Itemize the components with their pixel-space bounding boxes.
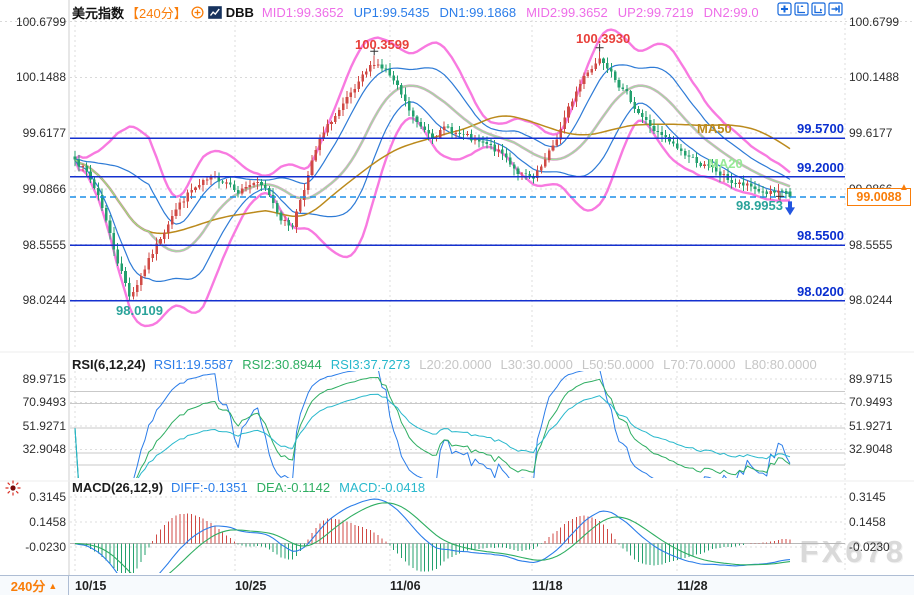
rsi-axis-tick-right: 51.9271 [849, 418, 893, 433]
date-tick-label: 11/06 [390, 579, 421, 593]
macd-title: MACD(26,12,9) [72, 480, 164, 495]
indicator-name: DBB [225, 5, 254, 20]
bollinger-readout: MID2:99.3652 [526, 5, 608, 20]
rsi-axis-tick-right: 70.9493 [849, 395, 893, 410]
move-crosshair-icon[interactable] [777, 2, 792, 16]
price-axis-tick-left: 99.0866 [22, 181, 66, 196]
bottom-bar: 240分 ▲ 10/15 10/25 11/06 11/18 11/28 [0, 575, 914, 595]
bollinger-readout: UP2:99.7219 [617, 5, 694, 20]
macd-axis-tick-left: 0.3145 [29, 490, 66, 504]
level-line-label: 98.5500 [797, 228, 844, 244]
rsi-axis-tick-right: 32.9048 [849, 442, 893, 457]
macd-axis-tick-right: 0.3145 [849, 490, 886, 504]
price-axis-tick-right: 100.6799 [849, 14, 900, 29]
chart-annotation: 100.3599 [355, 37, 410, 52]
rsi-readout: L20:20.0000 [419, 357, 492, 372]
red-sun-icon[interactable] [4, 479, 22, 497]
add-indicator-icon[interactable] [191, 6, 204, 19]
rsi-readout: RSI2:30.8944 [242, 357, 322, 372]
rsi-readouts: RSI1:19.5587 RSI2:30.8944 RSI3:37.7273 L20:… [154, 357, 826, 372]
rsi-readout: L50:50.0000 [581, 357, 655, 372]
timeframe-up-arrow-icon: ▲ [48, 580, 58, 591]
price-axis-tick-left: 99.6177 [22, 126, 66, 141]
pan-to-latest-icon[interactable] [828, 2, 843, 16]
chart-annotation: 100.3930 [576, 31, 631, 46]
timeframe-selector[interactable]: 240分 ▲ [0, 576, 69, 595]
rsi-header: RSI(6,12,24) RSI1:19.5587 RSI2:30.8944 RSI… [72, 357, 826, 372]
price-axis-tick-right: 98.0244 [849, 293, 893, 308]
timeframe-selector-label: 240分 [10, 579, 46, 594]
chart-annotation: 98.9953 [736, 198, 783, 213]
date-tick-label: 10/25 [235, 579, 267, 593]
rsi-readout: RSI3:37.7273 [330, 357, 411, 372]
price-axis-tick-right: 98.5555 [849, 237, 893, 252]
chart-annotation: 98.0109 [116, 303, 163, 318]
level-line-label: 98.0200 [797, 283, 844, 299]
level-line-label: 99.2000 [797, 159, 844, 175]
bollinger-readout: UP1:99.5435 [353, 5, 430, 20]
chart-annotation: MA20 [708, 156, 743, 171]
macd-readout: MACD:-0.0418 [339, 480, 426, 495]
level-line-label: 99.5700 [797, 121, 844, 137]
macd-axis-tick-right: -0.0230 [849, 539, 890, 554]
rsi-readout: L70:70.0000 [663, 357, 736, 372]
chart-type-icon[interactable] [207, 6, 222, 19]
chart-toolbar [777, 2, 843, 16]
rsi-axis-tick-left: 70.9493 [22, 395, 66, 410]
price-up-arrow-icon: ▲ [899, 181, 909, 193]
price-axis-tick-right: 99.6177 [849, 126, 893, 141]
rsi-readout: L80:80.0000 [744, 357, 817, 372]
date-tick-label: 11/18 [532, 579, 563, 593]
rsi-readout: RSI1:19.5587 [153, 357, 234, 372]
price-axis-tick-left: 100.1488 [15, 70, 66, 85]
bollinger-readout: DN2:99.0 [703, 5, 759, 20]
indicator-readouts: MID1:99.3652 UP1:99.5435 DN1:99.1868 MID2:9… [262, 5, 769, 20]
rsi-axis-tick-left: 32.9048 [22, 442, 66, 457]
last-price-tag: 99.0088 [847, 187, 911, 206]
timeframe-label: 【240分】 [126, 6, 187, 21]
rsi-title: RSI(6,12,24) [72, 357, 146, 372]
date-tick-label: 10/15 [75, 579, 107, 593]
chart-header: 美元指数 【240分】 DBB MID1:99.3652 UP1:99.5435 D… [72, 3, 769, 22]
macd-readout: DIFF:-0.1351 [171, 480, 248, 495]
fit-horizontal-axis-icon[interactable] [811, 2, 826, 16]
price-axis-tick-left: 98.5555 [22, 237, 66, 252]
rsi-axis-tick-left: 89.9715 [22, 372, 66, 386]
date-tick-label: 11/28 [677, 579, 708, 593]
price-axis-tick-left: 100.6799 [15, 14, 66, 29]
chart-annotation: MA50 [697, 121, 732, 136]
symbol-title: 美元指数 [72, 6, 125, 21]
macd-axis-tick-left: -0.0230 [25, 539, 66, 554]
macd-header: MACD(26,12,9) DIFF:-0.1351 DEA:-0.1142 MAC… [72, 480, 434, 495]
price-axis-tick-right: 100.1488 [849, 70, 900, 85]
bollinger-readout: DN1:99.1868 [439, 5, 517, 20]
rsi-axis-tick-left: 51.9271 [22, 418, 66, 433]
macd-readout: DEA:-0.1142 [256, 480, 331, 495]
rsi-readout: L30:30.0000 [500, 357, 573, 372]
rsi-axis-tick-right: 89.9715 [849, 372, 893, 386]
macd-axis-tick-left: 0.1458 [29, 514, 66, 529]
fit-vertical-axis-icon[interactable] [794, 2, 809, 16]
macd-readouts: DIFF:-0.1351 DEA:-0.1142 MACD:-0.0418 [171, 480, 434, 495]
bollinger-readout: MID1:99.3652 [261, 5, 344, 20]
watermark: FX678 [799, 534, 906, 569]
price-axis-tick-left: 98.0244 [22, 293, 66, 308]
macd-axis-tick-right: 0.1458 [849, 514, 886, 529]
